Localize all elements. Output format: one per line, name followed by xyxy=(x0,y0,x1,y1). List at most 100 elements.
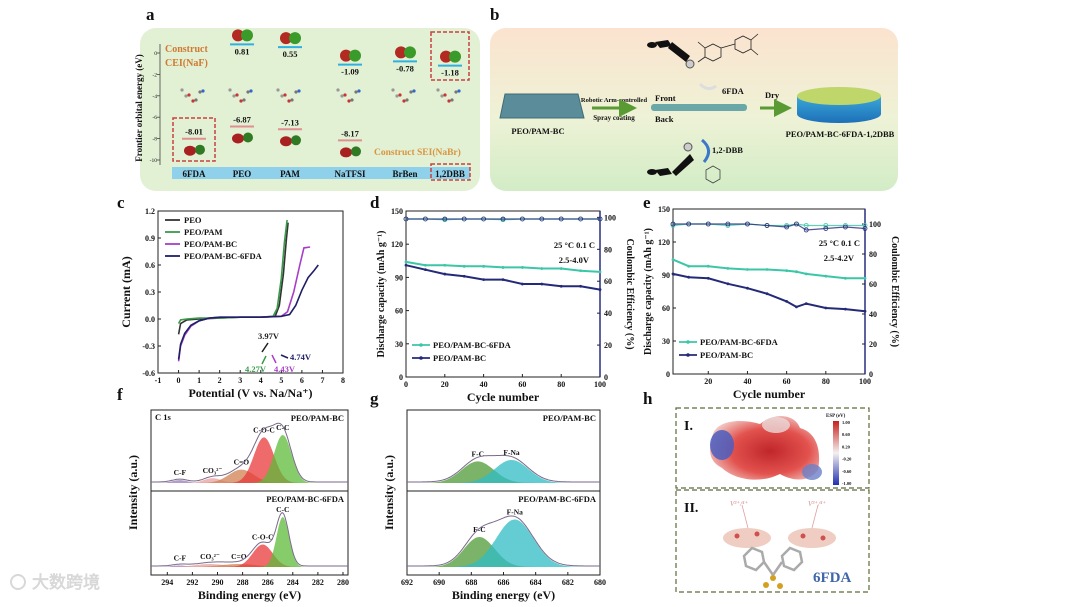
x-tick-label: 684 xyxy=(530,578,542,587)
annotation-label: 4.27V xyxy=(245,364,267,374)
right-y-tick-label: 80 xyxy=(604,245,612,254)
box-2-label: II. xyxy=(684,501,698,516)
x-tick-label: 100 xyxy=(859,377,871,386)
peak-label: CO₃²⁻ xyxy=(203,466,223,475)
molecule-atom xyxy=(180,88,184,92)
lumo-orbital-lobe xyxy=(395,46,407,59)
homo-orbital-lobe xyxy=(291,135,301,146)
capacity-point xyxy=(824,274,828,278)
category-label: BrBen xyxy=(392,169,417,179)
annotation-arrow xyxy=(280,354,289,359)
peak-label: C=O xyxy=(234,458,250,467)
legend-label: PEO/PAM-BC-6FDA xyxy=(700,337,779,347)
legend-marker xyxy=(686,340,690,344)
capacity-point xyxy=(579,269,582,273)
capacity-point xyxy=(424,263,427,267)
right-y-axis-label: Coulombic Efficiency (%) xyxy=(889,236,900,347)
x-tick-label: 688 xyxy=(465,578,477,587)
robotic-arm-top-icon xyxy=(647,40,695,69)
raw-spectrum-line xyxy=(151,512,348,567)
lumo-orbital-lobe xyxy=(404,46,416,59)
x-tick-label: 20 xyxy=(441,380,449,389)
molecule-atom xyxy=(398,93,402,97)
x-tick-label: 40 xyxy=(743,377,751,386)
ce-point xyxy=(705,221,711,227)
right-y-tick-label: 100 xyxy=(869,220,881,229)
x-tick-label: 8 xyxy=(341,376,345,385)
fitted-peak xyxy=(407,537,600,567)
right-y-tick-label: 60 xyxy=(604,277,612,286)
y-tick-label: 150 xyxy=(391,207,403,216)
ce-point xyxy=(745,221,750,227)
annotation-arrow xyxy=(261,355,267,365)
annotation-label: 3.97V xyxy=(258,331,280,341)
panel-label-c: c xyxy=(117,193,125,212)
peak-label: C-C xyxy=(276,423,289,432)
capacity-point xyxy=(501,278,505,282)
fitted-peak xyxy=(151,565,348,567)
y-tick-label: 60 xyxy=(395,307,403,316)
ce-point xyxy=(862,226,868,231)
molecule-atom xyxy=(276,88,280,92)
x-tick-label: 20 xyxy=(704,377,712,386)
xps-f1s-chart: 692 690 688 686 684 682 680 Binding energy (eV)… xyxy=(382,409,606,602)
lumo-orbital-lobe xyxy=(449,50,461,63)
plot-frame xyxy=(150,409,349,576)
capacity-point xyxy=(671,272,675,276)
x-tick-label: 692 xyxy=(401,578,413,587)
fitted-peak xyxy=(407,519,600,567)
x-tick-label: 0 xyxy=(404,380,408,389)
capacity-point xyxy=(863,276,867,280)
dbb-structure-icon xyxy=(705,165,721,184)
panel-label-e: e xyxy=(643,193,651,212)
x-tick-label: 80 xyxy=(557,380,565,389)
ce-point xyxy=(461,216,467,222)
capacity-point xyxy=(521,266,524,269)
capacity-point xyxy=(687,275,691,279)
core-level-label: C 1s xyxy=(155,412,172,422)
molecule-atom xyxy=(412,89,416,93)
capacity-point xyxy=(404,263,408,267)
x-tick-label: 282 xyxy=(312,578,324,587)
lumo-orbital-lobe xyxy=(349,49,361,62)
x-tick-label: 4 xyxy=(259,376,263,385)
x-tick-label: 286 xyxy=(262,578,274,587)
lumo-orbital-lobe xyxy=(289,32,301,45)
molecule-atom xyxy=(184,94,188,98)
legend-label: PEO/PAM-BC xyxy=(433,353,486,363)
fitted-peak xyxy=(407,461,600,483)
spray-front-icon xyxy=(698,82,717,91)
annotation-arrow xyxy=(271,354,277,364)
condition-label: 2.5-4.2V xyxy=(824,253,855,263)
peak-label: CO₃²⁻ xyxy=(200,552,220,561)
legend-label: PEO/PAM-BC-6FDA xyxy=(184,251,263,261)
ce-point xyxy=(803,227,809,233)
colorbar-ticks: 1.00 0.60 0.20 -0.20 -0.60 -1.00 xyxy=(842,420,852,486)
molecule-atom xyxy=(395,94,399,98)
robotic-arm-bottom-icon xyxy=(647,142,694,176)
ce-point xyxy=(784,224,790,230)
right-y-tick-label: 100 xyxy=(604,213,616,222)
y-tick-label: 120 xyxy=(658,238,670,247)
x-tick-label: 686 xyxy=(498,578,510,587)
capacity-point xyxy=(785,269,789,272)
homo-orbital-lobe xyxy=(351,146,361,157)
legend-marker xyxy=(686,353,690,357)
homo-orbital-lobe xyxy=(340,147,352,158)
y-tick-label: 0.9 xyxy=(145,234,155,243)
fitted-peak xyxy=(151,564,348,567)
ce-point xyxy=(686,221,692,227)
molecule-atom xyxy=(187,93,191,97)
y-tick-label: 0 xyxy=(154,51,157,57)
sei-label: Construct SEI(NaBr) xyxy=(374,147,461,158)
capacity-point xyxy=(443,272,447,276)
peak-label: C-F xyxy=(174,468,187,477)
molecule-atom xyxy=(405,98,409,102)
x-tick-label: 0 xyxy=(177,376,181,385)
capacity-point xyxy=(540,267,544,270)
y-axis-label: Intensity (a.u.) xyxy=(126,455,140,530)
ce-point xyxy=(794,221,799,227)
raw-spectrum-line xyxy=(407,515,600,567)
homo-orbital-lobe xyxy=(195,144,205,155)
